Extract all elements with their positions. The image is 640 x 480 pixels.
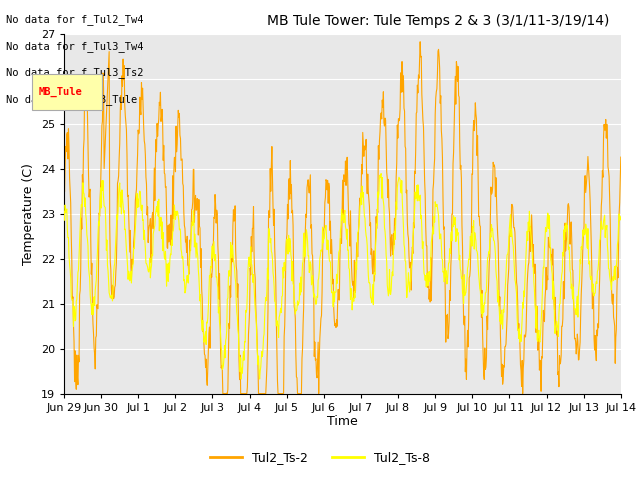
Tul2_Ts-8	[617, 214, 625, 219]
Tul2_Ts-8	[444, 277, 451, 283]
Tul2_Ts-8	[237, 376, 245, 382]
Tul2_Ts-2	[444, 312, 451, 317]
Text: No data for f_Tul3_Tw4: No data for f_Tul3_Tw4	[6, 41, 144, 52]
Text: No data for f_MB_Tule: No data for f_MB_Tule	[6, 94, 138, 105]
Tul2_Ts-2	[286, 196, 294, 202]
Tul2_Ts-2	[495, 303, 503, 309]
Line: Tul2_Ts-8: Tul2_Ts-8	[64, 174, 621, 379]
Tul2_Ts-2	[306, 180, 314, 186]
Tul2_Ts-8	[495, 308, 503, 314]
Text: MB_Tule: MB_Tule	[38, 86, 82, 96]
Y-axis label: Temperature (C): Temperature (C)	[22, 163, 35, 264]
Text: No data for f_Tul2_Tw4: No data for f_Tul2_Tw4	[6, 14, 144, 25]
Tul2_Ts-8	[286, 236, 294, 241]
X-axis label: Time: Time	[327, 415, 358, 429]
Text: MB Tule Tower: Tule Temps 2 & 3 (3/1/11-3/19/14): MB Tule Tower: Tule Temps 2 & 3 (3/1/11-…	[268, 14, 610, 28]
Tul2_Ts-8	[60, 208, 68, 214]
Legend: Tul2_Ts-2, Tul2_Ts-8: Tul2_Ts-2, Tul2_Ts-8	[205, 446, 435, 469]
Tul2_Ts-8	[117, 189, 125, 195]
Tul2_Ts-2	[219, 391, 227, 396]
Tul2_Ts-8	[306, 267, 314, 273]
Tul2_Ts-8	[506, 226, 513, 232]
Tul2_Ts-2	[416, 39, 424, 45]
Line: Tul2_Ts-2: Tul2_Ts-2	[64, 42, 621, 394]
Tul2_Ts-2	[60, 181, 68, 187]
Tul2_Ts-2	[117, 93, 125, 98]
Text: No data for f_Tul3_Ts2: No data for f_Tul3_Ts2	[6, 67, 144, 78]
Tul2_Ts-8	[378, 171, 385, 177]
Tul2_Ts-2	[617, 154, 625, 160]
Tul2_Ts-2	[506, 234, 513, 240]
